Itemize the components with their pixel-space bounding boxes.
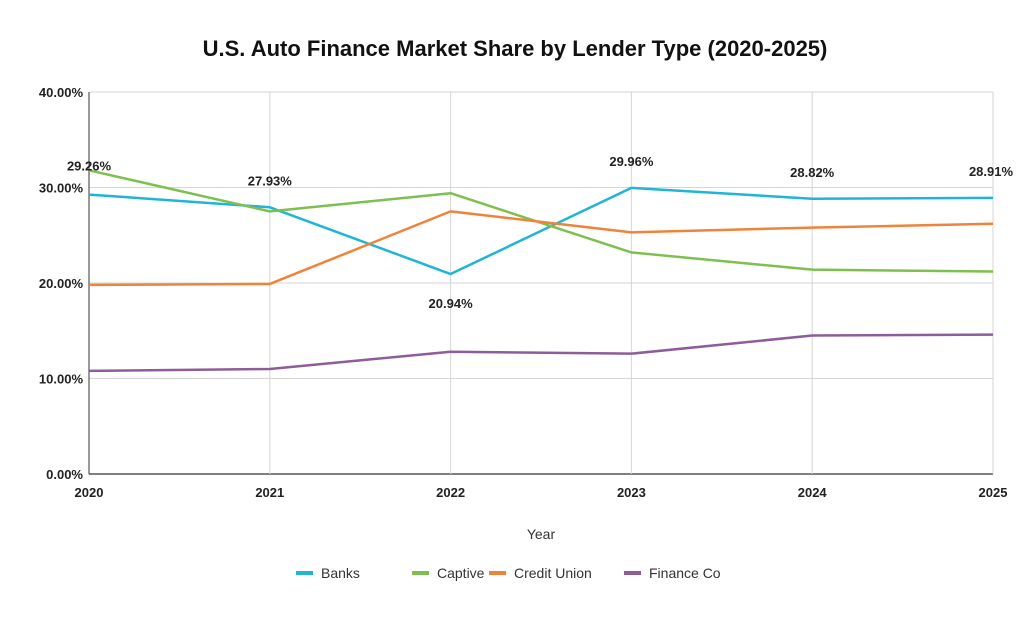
legend-label: Credit Union	[514, 565, 592, 581]
data-label: 20.94%	[429, 296, 474, 311]
y-tick-label: 40.00%	[39, 85, 84, 100]
legend-label: Finance Co	[649, 565, 721, 581]
legend-label: Captive	[437, 565, 485, 581]
chart-title: U.S. Auto Finance Market Share by Lender…	[203, 36, 828, 61]
legend-label: Banks	[321, 565, 360, 581]
data-label: 27.93%	[248, 173, 293, 188]
legend-item: Banks	[296, 565, 360, 581]
x-tick-label: 2021	[255, 485, 284, 500]
legend-item: Captive	[412, 565, 485, 581]
data-label: 29.26%	[67, 159, 112, 174]
x-tick-label: 2020	[75, 485, 104, 500]
data-label: 29.96%	[609, 154, 654, 169]
x-tick-label: 2022	[436, 485, 465, 500]
series-line-finance-co	[88, 333, 994, 373]
series-line-credit-union	[88, 210, 994, 287]
legend-item: Credit Union	[489, 565, 592, 581]
x-axis-label: Year	[527, 526, 556, 542]
y-tick-label: 20.00%	[39, 276, 84, 291]
data-label: 28.91%	[969, 164, 1014, 179]
y-tick-label: 10.00%	[39, 372, 84, 387]
y-tick-label: 0.00%	[46, 467, 83, 482]
x-tick-label: 2025	[979, 485, 1008, 500]
x-tick-label: 2023	[617, 485, 646, 500]
legend-item: Finance Co	[624, 565, 721, 581]
x-tick-label: 2024	[798, 485, 828, 500]
y-tick-label: 30.00%	[39, 181, 84, 196]
data-label: 28.82%	[790, 165, 835, 180]
